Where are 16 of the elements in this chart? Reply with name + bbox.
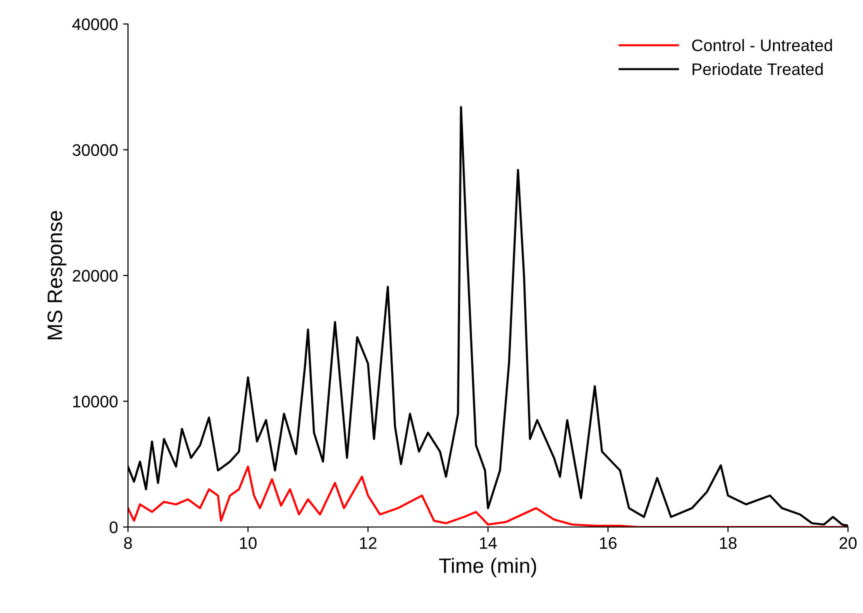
x-tick-label: 18	[720, 537, 737, 549]
y-tick-label: 30000	[72, 144, 118, 156]
x-axis-title: Time (min)	[439, 558, 536, 578]
x-tick-label: 14	[480, 537, 497, 549]
x-tick-label: 20	[840, 537, 857, 549]
legend-label: Control - Untreated	[692, 39, 832, 52]
x-tick-label: 16	[600, 537, 617, 549]
y-tick-label: 0	[110, 521, 118, 534]
x-tick-label: 10	[240, 537, 257, 549]
legend-label: Periodate Treated	[692, 62, 823, 76]
x-tick-label: 8	[124, 537, 132, 549]
y-tick-label: 10000	[73, 396, 118, 408]
y-axis-title: MS Response	[48, 211, 66, 340]
y-tick-label: 40000	[72, 18, 118, 30]
y-tick-label: 20000	[72, 270, 118, 282]
x-tick-label: 12	[360, 537, 376, 549]
